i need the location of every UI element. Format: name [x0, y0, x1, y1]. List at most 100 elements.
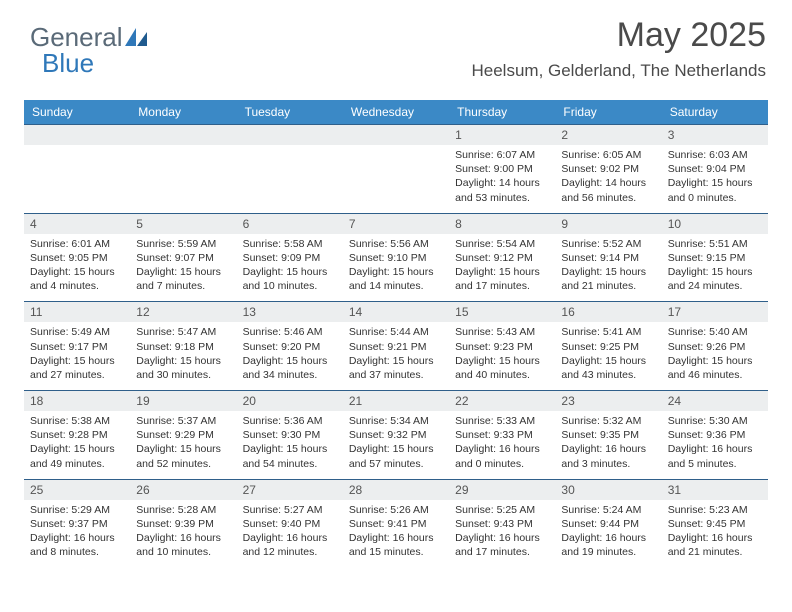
day-number: 2: [555, 125, 661, 145]
sunset-text: Sunset: 9:23 PM: [455, 340, 549, 354]
sunset-text: Sunset: 9:33 PM: [455, 428, 549, 442]
sunset-text: Sunset: 9:05 PM: [30, 251, 124, 265]
daylight-text: and 43 minutes.: [561, 368, 655, 382]
day-body: Sunrise: 5:28 AMSunset: 9:39 PMDaylight:…: [130, 500, 236, 568]
day-body: Sunrise: 5:36 AMSunset: 9:30 PMDaylight:…: [237, 411, 343, 479]
daylight-text: and 0 minutes.: [668, 191, 762, 205]
sunrise-text: Sunrise: 5:44 AM: [349, 325, 443, 339]
day-number: 13: [237, 302, 343, 322]
week-body-row: Sunrise: 5:38 AMSunset: 9:28 PM Daylight:…: [24, 411, 768, 479]
day-body: Sunrise: 5:51 AMSunset: 9:15 PMDaylight:…: [662, 234, 768, 302]
day-body: Sunrise: 5:54 AMSunset: 9:12 PMDaylight:…: [449, 234, 555, 302]
logo-text-blue-wrap: Blue: [40, 48, 94, 79]
day-number: 15: [449, 302, 555, 322]
daylight-text: and 8 minutes.: [30, 545, 124, 559]
sunrise-text: Sunrise: 5:28 AM: [136, 503, 230, 517]
sunrise-text: Sunrise: 5:30 AM: [668, 414, 762, 428]
sunrise-text: Sunrise: 6:03 AM: [668, 148, 762, 162]
daylight-text: and 30 minutes.: [136, 368, 230, 382]
day-number: [24, 125, 130, 145]
sunset-text: Sunset: 9:04 PM: [668, 162, 762, 176]
daylight-text: and 34 minutes.: [243, 368, 337, 382]
day-number: 30: [555, 480, 661, 500]
day-number: 16: [555, 302, 661, 322]
daylight-text: Daylight: 16 hours: [561, 442, 655, 456]
day-body: Sunrise: 5:41 AMSunset: 9:25 PMDaylight:…: [555, 322, 661, 390]
sunrise-text: Sunrise: 5:32 AM: [561, 414, 655, 428]
day-body: Sunrise: 6:05 AMSunset: 9:02 PMDaylight:…: [555, 145, 661, 213]
daylight-text: Daylight: 15 hours: [349, 442, 443, 456]
day-number: 20: [237, 391, 343, 411]
day-number: 18: [24, 391, 130, 411]
day-number: 1: [449, 125, 555, 145]
week-daynum-row: 11121314151617: [24, 301, 768, 322]
day-body: [343, 145, 449, 213]
day-number: [130, 125, 236, 145]
day-body: Sunrise: 5:49 AMSunset: 9:17 PMDaylight:…: [24, 322, 130, 390]
sunrise-text: Sunrise: 6:07 AM: [455, 148, 549, 162]
daylight-text: Daylight: 15 hours: [561, 265, 655, 279]
day-body: [24, 145, 130, 213]
daylight-text: and 15 minutes.: [349, 545, 443, 559]
location-text: Heelsum, Gelderland, The Netherlands: [471, 61, 766, 81]
day-body: Sunrise: 5:27 AMSunset: 9:40 PMDaylight:…: [237, 500, 343, 568]
day-number: 27: [237, 480, 343, 500]
sunrise-text: Sunrise: 5:36 AM: [243, 414, 337, 428]
sunset-text: Sunset: 9:35 PM: [561, 428, 655, 442]
sunrise-text: Sunrise: 5:24 AM: [561, 503, 655, 517]
day-number: 4: [24, 214, 130, 234]
day-body: Sunrise: 6:01 AMSunset: 9:05 PMDaylight:…: [24, 234, 130, 302]
day-body: Sunrise: 5:46 AMSunset: 9:20 PMDaylight:…: [237, 322, 343, 390]
day-body: Sunrise: 5:34 AMSunset: 9:32 PMDaylight:…: [343, 411, 449, 479]
sunset-text: Sunset: 9:30 PM: [243, 428, 337, 442]
sunrise-text: Sunrise: 5:56 AM: [349, 237, 443, 251]
week-body-row: Sunrise: 6:01 AMSunset: 9:05 PM Daylight:…: [24, 234, 768, 302]
daylight-text: Daylight: 15 hours: [455, 265, 549, 279]
daylight-text: Daylight: 15 hours: [561, 354, 655, 368]
sunrise-text: Sunrise: 5:25 AM: [455, 503, 549, 517]
sunrise-text: Sunrise: 5:29 AM: [30, 503, 124, 517]
day-number: 23: [555, 391, 661, 411]
day-number: 24: [662, 391, 768, 411]
day-body: Sunrise: 5:26 AMSunset: 9:41 PMDaylight:…: [343, 500, 449, 568]
sunrise-text: Sunrise: 5:23 AM: [668, 503, 762, 517]
week-daynum-row: 45678910: [24, 213, 768, 234]
day-body: Sunrise: 5:59 AMSunset: 9:07 PMDaylight:…: [130, 234, 236, 302]
daylight-text: and 10 minutes.: [243, 279, 337, 293]
dow-saturday: Saturday: [662, 100, 768, 124]
dow-thursday: Thursday: [449, 100, 555, 124]
sunset-text: Sunset: 9:10 PM: [349, 251, 443, 265]
sunset-text: Sunset: 9:02 PM: [561, 162, 655, 176]
day-number: 11: [24, 302, 130, 322]
daylight-text: Daylight: 15 hours: [349, 354, 443, 368]
daylight-text: and 46 minutes.: [668, 368, 762, 382]
sunrise-text: Sunrise: 5:41 AM: [561, 325, 655, 339]
daylight-text: Daylight: 15 hours: [349, 265, 443, 279]
day-body: Sunrise: 5:58 AMSunset: 9:09 PMDaylight:…: [237, 234, 343, 302]
daylight-text: and 21 minutes.: [668, 545, 762, 559]
sunset-text: Sunset: 9:43 PM: [455, 517, 549, 531]
day-number: 22: [449, 391, 555, 411]
sunset-text: Sunset: 9:00 PM: [455, 162, 549, 176]
dow-friday: Friday: [555, 100, 661, 124]
sunset-text: Sunset: 9:28 PM: [30, 428, 124, 442]
day-number: 25: [24, 480, 130, 500]
sunrise-text: Sunrise: 5:34 AM: [349, 414, 443, 428]
sunrise-text: Sunrise: 5:33 AM: [455, 414, 549, 428]
sunrise-text: Sunrise: 5:26 AM: [349, 503, 443, 517]
day-body: Sunrise: 5:38 AMSunset: 9:28 PMDaylight:…: [24, 411, 130, 479]
day-number: 9: [555, 214, 661, 234]
dow-tuesday: Tuesday: [237, 100, 343, 124]
daylight-text: Daylight: 15 hours: [243, 265, 337, 279]
day-body: Sunrise: 5:44 AMSunset: 9:21 PMDaylight:…: [343, 322, 449, 390]
day-body: Sunrise: 5:47 AMSunset: 9:18 PMDaylight:…: [130, 322, 236, 390]
daylight-text: Daylight: 14 hours: [561, 176, 655, 190]
sunrise-text: Sunrise: 5:38 AM: [30, 414, 124, 428]
daylight-text: and 54 minutes.: [243, 457, 337, 471]
sunrise-text: Sunrise: 6:01 AM: [30, 237, 124, 251]
day-number: 14: [343, 302, 449, 322]
week-daynum-row: 123: [24, 124, 768, 145]
daylight-text: and 5 minutes.: [668, 457, 762, 471]
day-body: Sunrise: 5:43 AMSunset: 9:23 PMDaylight:…: [449, 322, 555, 390]
daylight-text: Daylight: 16 hours: [349, 531, 443, 545]
